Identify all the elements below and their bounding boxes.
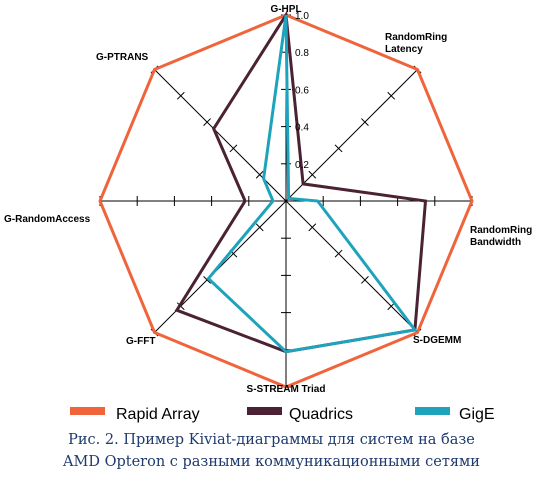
- axis-tick-mark: [229, 144, 238, 153]
- axis-tick-mark: [361, 118, 369, 126]
- legend-label: GigE: [459, 406, 495, 423]
- kiviat-chart: G-HPL RandomRing Latency RandomRing Bandwidt…: [4, 4, 532, 423]
- series-rapid-array-polygon: [98, 13, 474, 389]
- axis-labels: G-HPL RandomRing Latency RandomRing Bandwidt…: [4, 4, 532, 395]
- axis-label-randomring-bandwidth: RandomRing Bandwidth: [470, 225, 532, 248]
- axis-tick-mark: [361, 276, 369, 284]
- figure-caption-line-2: AMD Opteron с разными коммуникационными …: [63, 454, 480, 470]
- axis-label-g-ptrans: G-PTRANS: [96, 52, 149, 63]
- axis-spoke-4: [285, 200, 418, 333]
- tick-labels: 0.2 0.4 0.6 0.8 1.0: [295, 11, 309, 171]
- legend-swatch: [415, 407, 450, 415]
- axis-tick-mark: [308, 170, 317, 179]
- axis-tick-mark: [387, 91, 396, 100]
- axis-tick-mark: [255, 170, 264, 179]
- series-layer: [98, 10, 474, 389]
- tick-label: 0.8: [295, 48, 309, 59]
- legend-item-quadrics: Quadrics: [247, 406, 353, 423]
- series-gige-polygon: [206, 14, 418, 354]
- axis-label-g-hpl: G-HPL: [270, 4, 301, 15]
- figure-caption-line-1: Рис. 2. Пример Kiviat-диаграммы для сист…: [68, 432, 475, 448]
- axis-tick-mark: [255, 223, 264, 232]
- legend-item-rapid-array: Rapid Array: [70, 406, 200, 423]
- legend-item-gige: GigE: [415, 406, 495, 423]
- axis-tick-mark: [334, 249, 343, 258]
- axis-label-g-randomaccess: G-RandomAccess: [4, 214, 91, 225]
- legend: Rapid Array Quadrics GigE: [70, 406, 495, 423]
- tick-label: 0.4: [295, 123, 309, 134]
- axis-label-g-fft: G-FFT: [126, 336, 155, 347]
- axis-tick-mark: [308, 223, 317, 232]
- axis-spoke-6: [154, 200, 287, 333]
- axis-tick-mark: [203, 118, 211, 126]
- series-quadrics-polygon: [174, 10, 428, 354]
- tick-label: 1.0: [295, 11, 309, 22]
- axis-tick-mark: [176, 91, 185, 100]
- axis-label-randomring-latency: RandomRing Latency: [385, 32, 447, 55]
- axis-tick-mark: [203, 276, 211, 284]
- axis-label-s-dgemm: S-DGEMM: [413, 335, 461, 346]
- legend-label: Rapid Array: [116, 406, 200, 423]
- tick-label: 0.6: [295, 85, 309, 96]
- tick-label: 0.2: [295, 160, 309, 171]
- axis-label-s-stream-triad: S-STREAM Triad: [247, 384, 326, 395]
- axis-spoke-2: [285, 69, 418, 202]
- legend-swatch: [247, 407, 282, 415]
- axis-tick-mark: [334, 144, 343, 153]
- legend-label: Quadrics: [289, 406, 353, 423]
- legend-swatch: [70, 407, 105, 415]
